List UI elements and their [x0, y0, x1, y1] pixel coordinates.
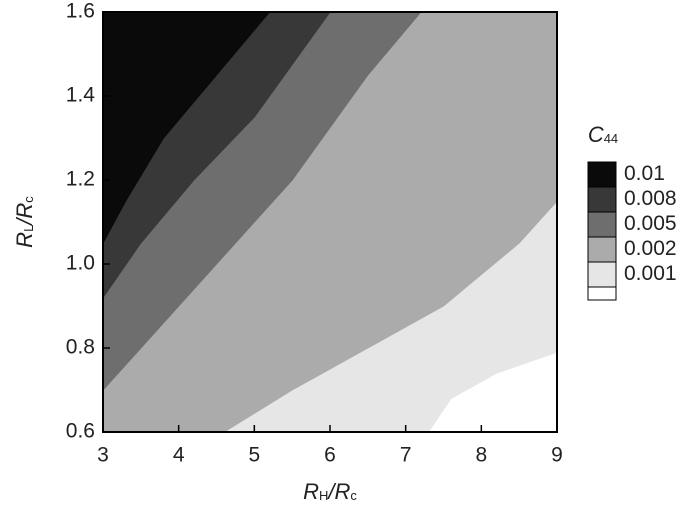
contour-boundary: [102, 11, 422, 391]
legend-label: 0.01: [624, 162, 665, 185]
x-axis-label-sub: c: [350, 488, 357, 503]
contour-boundary: [102, 11, 270, 244]
legend-label: 0.005: [624, 212, 677, 235]
contour-boundary: [102, 11, 331, 298]
y-axis-label-main: /R: [12, 203, 37, 227]
legend-title-main: C: [588, 122, 604, 147]
x-axis-label-sub: H: [319, 488, 328, 503]
legend-label: 0.001: [624, 262, 677, 285]
x-tick-label: 3: [97, 444, 109, 467]
y-tick-label: 0.6: [66, 420, 95, 443]
y-tick-label: 1.0: [66, 252, 95, 275]
y-axis-label: RL/Rc: [12, 196, 37, 248]
legend-swatch: [587, 186, 617, 213]
x-tick-label: 8: [475, 444, 487, 467]
legend-swatch: [587, 236, 617, 263]
contour-region: [103, 12, 270, 243]
legend-title-sub: 44: [604, 131, 618, 146]
legend-swatch: [587, 161, 617, 188]
x-tick-label: 6: [324, 444, 336, 467]
x-tick-label: 4: [173, 444, 185, 467]
y-axis-label-main: R: [12, 232, 37, 248]
x-tick-label: 9: [551, 444, 563, 467]
legend-swatch-background: [587, 286, 617, 301]
x-axis-label-main: /R: [326, 479, 350, 504]
legend-label: 0.008: [624, 187, 677, 210]
x-tick-label: 7: [400, 444, 412, 467]
y-axis-label-sub: L: [21, 225, 36, 232]
legend-label: 0.002: [624, 237, 677, 260]
legend-title: C44: [588, 122, 618, 147]
y-tick-label: 1.4: [66, 84, 96, 107]
x-axis-label-main: R: [303, 479, 319, 504]
y-tick-label: 1.2: [66, 168, 95, 191]
legend-swatch: [587, 261, 617, 288]
x-axis-label: RH/Rc: [303, 479, 357, 504]
y-tick-label: 1.6: [66, 0, 95, 23]
contour-boundary: [427, 351, 558, 433]
legend-swatch: [587, 211, 617, 238]
y-axis-label-sub: c: [21, 196, 36, 203]
x-tick-label: 5: [248, 444, 260, 467]
y-tick-label: 0.8: [66, 336, 95, 359]
contour-boundary: [223, 200, 558, 433]
